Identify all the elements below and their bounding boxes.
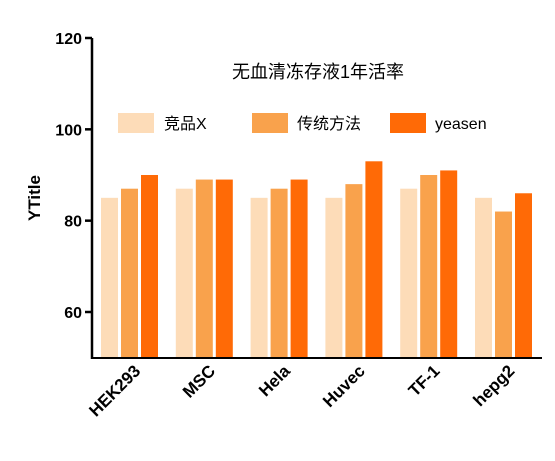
bar-竞品X-Hela xyxy=(250,197,268,358)
legend-swatch xyxy=(118,113,154,133)
bar-yeasen-hepg2 xyxy=(515,193,532,358)
x-category-label: Hela xyxy=(255,361,294,400)
bar-传统方法-HEK293 xyxy=(121,188,138,358)
x-category-label: TF-1 xyxy=(405,361,444,400)
bar-竞品X-MSC xyxy=(175,188,193,358)
bar-传统方法-MSC xyxy=(195,179,213,358)
bar-竞品X-Huvec xyxy=(325,197,343,358)
y-ticks-layer: 60 80 100 120 xyxy=(55,31,92,322)
legend-label: 传统方法 xyxy=(297,115,361,133)
x-category-label: HEK293 xyxy=(85,361,144,420)
x-labels-layer: HEK293 MSC Hela Huvec TF-1 hepg2 xyxy=(85,361,518,420)
y-axis-label: YTitle xyxy=(25,175,44,221)
bar-yeasen-HEK293 xyxy=(141,175,158,358)
bar-yeasen-Huvec xyxy=(365,161,383,358)
x-category-label: MSC xyxy=(179,361,219,401)
bar-yeasen-TF-1 xyxy=(440,170,458,358)
bar-传统方法-Huvec xyxy=(345,184,363,358)
bar-竞品X-TF-1 xyxy=(400,188,418,358)
bar-竞品X-hepg2 xyxy=(475,197,492,358)
legend: 竞品X 传统方法 yeasen xyxy=(118,113,487,133)
chart-title: 无血清冻存液1年活率 xyxy=(232,62,404,82)
x-category-label: Huvec xyxy=(319,361,369,411)
legend-label: 竞品X xyxy=(164,115,207,133)
bar-yeasen-Hela xyxy=(290,179,308,358)
y-tick-label: 60 xyxy=(64,305,82,322)
bar-传统方法-TF-1 xyxy=(420,175,438,358)
legend-swatch xyxy=(390,113,426,133)
legend-label: yeasen xyxy=(435,116,487,133)
bar-yeasen-MSC xyxy=(215,179,233,358)
y-tick-label: 120 xyxy=(55,31,82,48)
bar-传统方法-hepg2 xyxy=(495,211,512,358)
bar-竞品X-HEK293 xyxy=(101,197,118,358)
legend-swatch xyxy=(252,113,288,133)
bar-传统方法-Hela xyxy=(270,188,288,358)
y-tick-label: 100 xyxy=(55,122,82,139)
bars-layer xyxy=(101,161,532,358)
x-category-label: hepg2 xyxy=(469,361,518,410)
y-tick-label: 80 xyxy=(64,214,82,231)
